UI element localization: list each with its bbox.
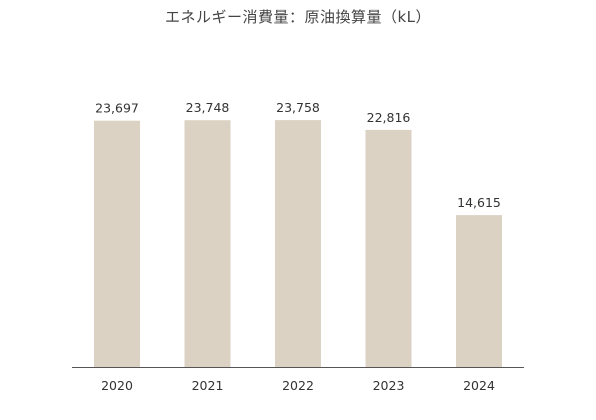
bars-group <box>94 120 502 367</box>
value-label-2024: 14,615 <box>457 195 501 210</box>
bar-2024 <box>456 215 502 367</box>
x-tick-label-2021: 2021 <box>192 378 224 393</box>
value-labels-group: 23,697 23,748 23,758 22,816 14,615 <box>95 100 501 210</box>
bar-2023 <box>365 129 412 367</box>
chart-title: エネルギー消費量：原油換算量（kL） <box>164 8 432 26</box>
bar-2022 <box>275 120 321 367</box>
value-label-2022: 23,758 <box>276 100 320 115</box>
value-label-2023: 22,816 <box>367 110 411 125</box>
value-label-2020: 23,697 <box>95 101 139 116</box>
x-tick-label-2020: 2020 <box>101 378 133 393</box>
x-tick-label-2022: 2022 <box>282 378 314 393</box>
x-tick-label-2024: 2024 <box>463 378 495 393</box>
value-label-2021: 23,748 <box>186 100 230 115</box>
x-tick-labels-group: 2020 2021 2022 2023 2024 <box>101 378 495 393</box>
x-tick-label-2023: 2023 <box>373 378 405 393</box>
bar-2020 <box>94 120 140 367</box>
bar-2021 <box>184 120 231 367</box>
